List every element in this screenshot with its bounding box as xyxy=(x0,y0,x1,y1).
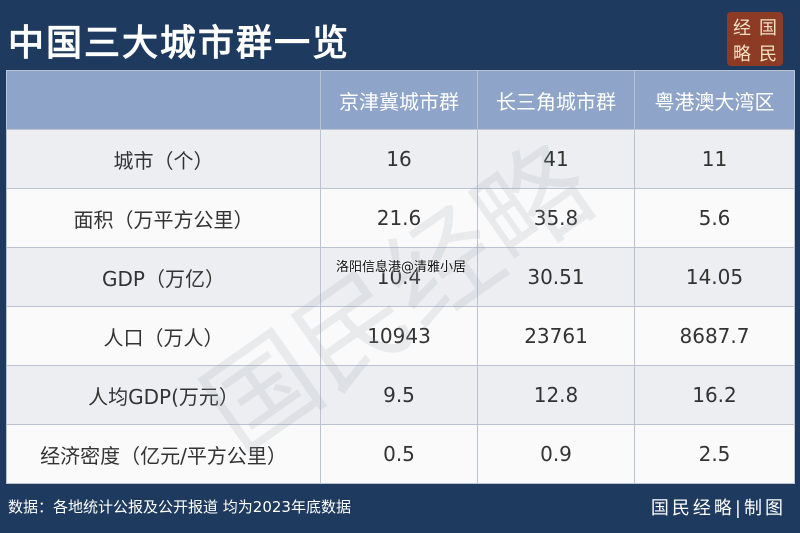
row-label: 经济密度（亿元/平方公里） xyxy=(6,424,321,484)
value-cell: 35.8 xyxy=(477,188,635,248)
value-cell: 41 xyxy=(477,129,635,189)
value-cell: 12.8 xyxy=(477,365,635,425)
header-cell: 粤港澳大湾区 xyxy=(634,70,795,130)
value-cell: 30.51 xyxy=(477,247,635,307)
table-row: 经济密度（亿元/平方公里） 0.5 0.9 2.5 xyxy=(6,424,795,484)
header-cell: 京津冀城市群 xyxy=(320,70,478,130)
table-row: 人口（万人） 10943 23761 8687.7 xyxy=(6,306,795,366)
logo-char: 国 xyxy=(759,18,777,39)
value-cell: 10943 xyxy=(320,306,478,366)
value-cell: 0.5 xyxy=(320,424,478,484)
value-cell: 21.6 xyxy=(320,188,478,248)
row-label: 面积（万平方公里） xyxy=(6,188,321,248)
row-label: GDP（万亿） xyxy=(6,247,321,307)
row-label: 城市（个） xyxy=(6,129,321,189)
header-row: 京津冀城市群 长三角城市群 粤港澳大湾区 xyxy=(6,70,795,130)
table-row: 城市（个） 16 41 11 xyxy=(6,129,795,189)
logo-char: 略 xyxy=(733,44,751,65)
table-row: GDP（万亿） 10.4 30.51 14.05 xyxy=(6,247,795,307)
footer-credit: 国民经略|制图 xyxy=(650,498,786,519)
value-cell: 5.6 xyxy=(634,188,795,248)
title: 中国三大城市群一览 xyxy=(8,23,351,64)
footer-source: 数据：各地统计公报及公开报道 均为2023年底数据 xyxy=(8,498,351,516)
header-cell xyxy=(6,70,321,130)
value-cell: 14.05 xyxy=(634,247,795,307)
row-label: 人口（万人） xyxy=(6,306,321,366)
value-cell: 16 xyxy=(320,129,478,189)
row-label: 人均GDP(万元） xyxy=(6,365,321,425)
value-cell: 23761 xyxy=(477,306,635,366)
logo: 经 国 略 民 xyxy=(727,12,783,66)
value-cell: 11 xyxy=(634,129,795,189)
value-cell: 16.2 xyxy=(634,365,795,425)
overlay-text: 洛阳信息港@清雅小居 xyxy=(336,260,467,275)
table-row: 面积（万平方公里） 21.6 35.8 5.6 xyxy=(6,188,795,248)
header-cell: 长三角城市群 xyxy=(477,70,635,130)
value-cell: 9.5 xyxy=(320,365,478,425)
value-cell: 8687.7 xyxy=(634,306,795,366)
value-cell: 0.9 xyxy=(477,424,635,484)
data-table: 京津冀城市群 长三角城市群 粤港澳大湾区 城市（个） 16 41 11 面积（万平方公里） 21… xyxy=(6,70,795,484)
table-row: 人均GDP(万元） 9.5 12.8 16.2 xyxy=(6,365,795,425)
logo-char: 经 xyxy=(733,18,751,39)
logo-char: 民 xyxy=(759,44,777,65)
value-cell: 2.5 xyxy=(634,424,795,484)
